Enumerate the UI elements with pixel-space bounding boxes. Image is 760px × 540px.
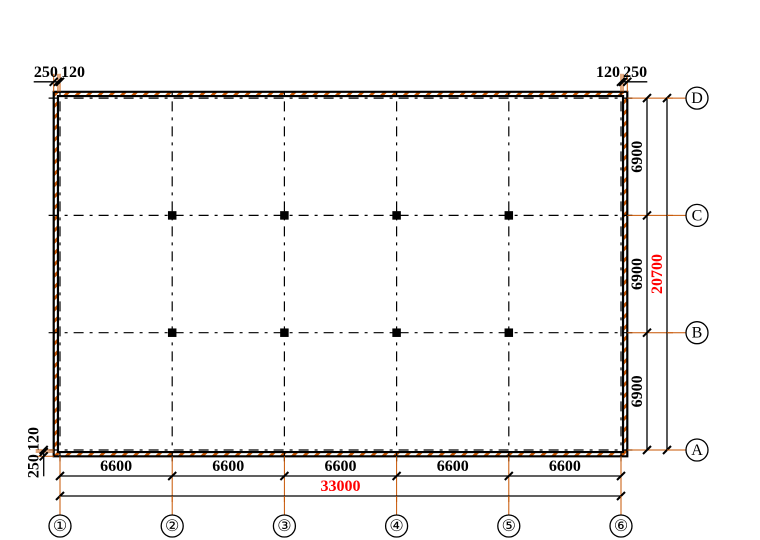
- dim: 6600: [100, 458, 132, 475]
- dim: 33000: [321, 478, 361, 495]
- svg-text:120: 120: [596, 64, 620, 81]
- svg-text:120: 120: [61, 64, 85, 81]
- dim: 20700: [649, 254, 666, 294]
- svg-text:④: ④: [389, 518, 403, 535]
- svg-text:120: 120: [26, 427, 43, 451]
- column-5C: [505, 211, 514, 220]
- dim: 6600: [325, 458, 357, 475]
- svg-text:⑥: ⑥: [614, 518, 628, 535]
- svg-text:250: 250: [623, 64, 647, 81]
- wall-hatch: [54, 92, 628, 456]
- svg-text:A: A: [691, 442, 703, 459]
- column-3C: [280, 211, 289, 220]
- svg-text:C: C: [692, 207, 703, 224]
- column-5B: [505, 328, 514, 337]
- dim: 6600: [437, 458, 469, 475]
- dim: 6900: [629, 375, 646, 407]
- wall-inner: [58, 96, 623, 452]
- column-4B: [392, 328, 401, 337]
- dim: 6600: [549, 458, 581, 475]
- dim: 6900: [629, 141, 646, 173]
- svg-text:250: 250: [26, 454, 43, 478]
- svg-text:D: D: [691, 90, 703, 107]
- dim: 6900: [629, 258, 646, 290]
- column-2B: [168, 328, 177, 337]
- dim: 6600: [212, 458, 244, 475]
- svg-text:③: ③: [277, 518, 291, 535]
- svg-text:②: ②: [165, 518, 179, 535]
- column-3B: [280, 328, 289, 337]
- wall-outer: [54, 92, 628, 456]
- svg-text:B: B: [692, 325, 703, 342]
- svg-text:250: 250: [34, 64, 58, 81]
- column-2C: [168, 211, 177, 220]
- svg-text:①: ①: [53, 518, 67, 535]
- floor-plan: 6600660066006600660033000690069006900207…: [0, 0, 760, 540]
- svg-text:⑤: ⑤: [502, 518, 516, 535]
- column-4C: [392, 211, 401, 220]
